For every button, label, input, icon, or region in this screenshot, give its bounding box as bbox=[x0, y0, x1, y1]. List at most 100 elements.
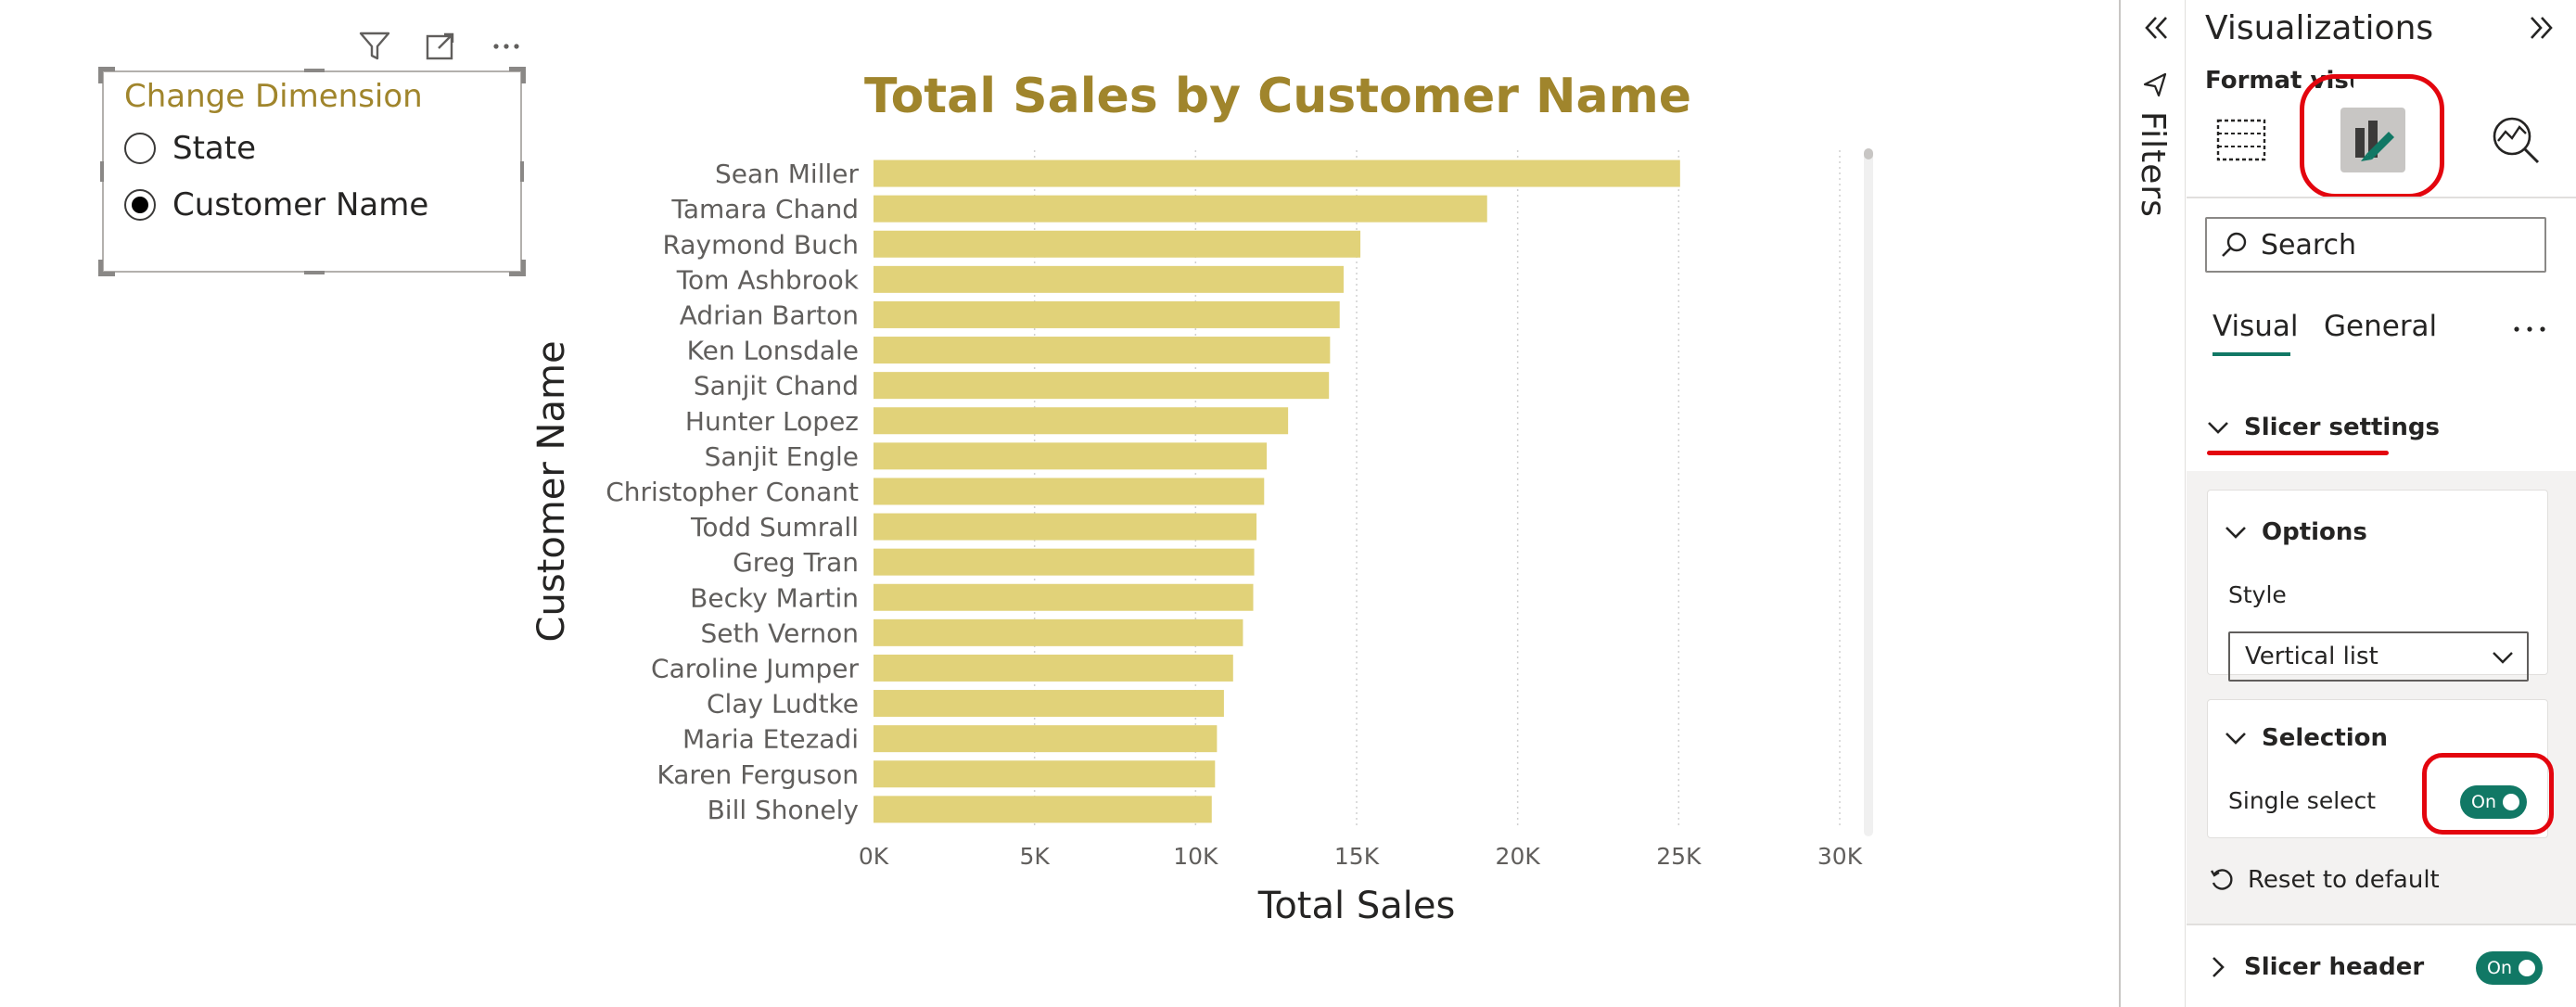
x-tick-label: 5K bbox=[1020, 843, 1051, 870]
y-category-label: Sanjit Engle bbox=[705, 441, 859, 472]
style-dropdown[interactable]: Vertical list bbox=[2228, 631, 2529, 682]
slicer-option-customer-name[interactable]: Customer Name bbox=[124, 186, 428, 223]
slicer-title: Change Dimension bbox=[124, 78, 423, 115]
chevron-down-icon bbox=[2493, 652, 2513, 664]
resize-handle[interactable] bbox=[509, 272, 526, 276]
y-category-label: Tom Ashbrook bbox=[676, 264, 860, 295]
bar[interactable] bbox=[874, 372, 1330, 400]
x-tick-label: 30K bbox=[1817, 843, 1863, 870]
slicer-settings-section[interactable]: Slicer settings bbox=[2205, 414, 2440, 441]
single-select-toggle[interactable]: On bbox=[2460, 785, 2527, 819]
chevron-down-icon bbox=[2208, 422, 2228, 434]
active-tab-indicator bbox=[2213, 352, 2290, 356]
collapse-chevron-icon[interactable] bbox=[2524, 11, 2557, 48]
build-visual-icon[interactable] bbox=[2209, 108, 2274, 172]
visual-header-toolbar bbox=[357, 26, 524, 67]
slicer-header-toggle[interactable]: On bbox=[2476, 951, 2543, 985]
resize-handle[interactable] bbox=[304, 69, 325, 72]
focus-mode-icon[interactable] bbox=[423, 28, 457, 65]
filters-pane-collapsed[interactable]: Filters bbox=[2119, 0, 2186, 1007]
chevron-down-icon bbox=[2225, 527, 2246, 539]
x-tick-label: 25K bbox=[1656, 843, 1702, 870]
y-category-label: Tamara Chand bbox=[670, 194, 859, 224]
selection-section[interactable]: Selection bbox=[2223, 724, 2388, 752]
resize-handle[interactable] bbox=[100, 161, 104, 182]
y-category-label: Hunter Lopez bbox=[685, 406, 859, 437]
search-input[interactable]: Search bbox=[2205, 217, 2546, 273]
resize-handle[interactable] bbox=[98, 67, 115, 71]
section-label: Slicer header bbox=[2244, 953, 2425, 981]
bar[interactable] bbox=[874, 548, 1255, 576]
y-category-label: Caroline Jumper bbox=[651, 653, 859, 683]
bar[interactable] bbox=[874, 265, 1344, 293]
y-category-label: Adrian Barton bbox=[680, 300, 859, 330]
y-category-label: Bill Shonely bbox=[708, 795, 859, 825]
bar[interactable] bbox=[874, 442, 1268, 470]
filter-icon[interactable] bbox=[357, 28, 391, 65]
more-options-icon[interactable] bbox=[490, 28, 524, 65]
bar[interactable] bbox=[874, 654, 1233, 682]
more-options-icon[interactable] bbox=[2511, 315, 2548, 347]
dropdown-value: Vertical list bbox=[2245, 643, 2378, 670]
y-category-label: Sean Miller bbox=[715, 159, 860, 189]
bar[interactable] bbox=[874, 583, 1254, 611]
bar[interactable] bbox=[874, 796, 1212, 823]
options-section[interactable]: Options bbox=[2223, 518, 2367, 546]
radio-button[interactable] bbox=[124, 133, 156, 164]
reset-label: Reset to default bbox=[2248, 866, 2440, 894]
bar[interactable] bbox=[874, 760, 1216, 788]
radio-button-selected[interactable] bbox=[124, 189, 156, 221]
y-category-label: Ken Lonsdale bbox=[687, 336, 859, 366]
filters-label[interactable]: Filters bbox=[2134, 111, 2172, 218]
chevron-right-icon bbox=[2213, 957, 2225, 977]
bar[interactable] bbox=[874, 513, 1257, 541]
resize-handle[interactable] bbox=[520, 161, 524, 182]
y-category-label: Becky Martin bbox=[690, 582, 859, 613]
bar[interactable] bbox=[874, 725, 1218, 753]
resize-handle[interactable] bbox=[509, 67, 526, 71]
resize-handle[interactable] bbox=[521, 260, 526, 276]
bar[interactable] bbox=[874, 230, 1361, 258]
bar-chart[interactable]: 0K 5K 10K 15K 20K 25K 30K Sean Miller Tamara Cha… bbox=[519, 139, 1873, 937]
section-label: Slicer settings bbox=[2244, 414, 2440, 441]
resize-handle[interactable] bbox=[521, 67, 526, 83]
pane-title: Visualizations bbox=[2205, 9, 2434, 47]
slicer-option-label: Customer Name bbox=[172, 186, 429, 223]
options-card: Options Style Vertical list bbox=[2207, 490, 2548, 682]
expand-chevron-icon[interactable] bbox=[2139, 11, 2173, 48]
bar[interactable] bbox=[874, 618, 1243, 646]
y-category-label: Seth Vernon bbox=[701, 618, 859, 648]
bar[interactable] bbox=[874, 159, 1680, 187]
y-category-label: Greg Tran bbox=[733, 547, 859, 578]
resize-handle[interactable] bbox=[304, 271, 325, 274]
reset-to-default-button[interactable]: Reset to default bbox=[2209, 866, 2440, 894]
slicer-option-state[interactable]: State bbox=[124, 130, 256, 167]
resize-handle[interactable] bbox=[98, 272, 115, 276]
tab-visual[interactable]: Visual bbox=[2213, 310, 2299, 343]
y-category-label: Sanjit Chand bbox=[694, 371, 859, 402]
analytics-icon[interactable] bbox=[2483, 108, 2548, 172]
single-select-label: Single select bbox=[2228, 787, 2377, 814]
style-label: Style bbox=[2228, 581, 2287, 608]
y-axis-title: Customer Name bbox=[530, 340, 573, 642]
resize-handle[interactable] bbox=[98, 260, 103, 276]
tab-general[interactable]: General bbox=[2324, 310, 2438, 343]
bar[interactable] bbox=[874, 407, 1289, 435]
toggle-text: On bbox=[2471, 792, 2496, 812]
slicer-header-section[interactable]: Slicer header bbox=[2205, 953, 2424, 981]
slicer-option-label: State bbox=[172, 130, 256, 167]
y-category-label: Todd Sumrall bbox=[690, 512, 859, 542]
bar[interactable] bbox=[874, 690, 1224, 718]
bar[interactable] bbox=[874, 478, 1265, 505]
bar[interactable] bbox=[874, 195, 1487, 223]
bar[interactable] bbox=[874, 300, 1340, 328]
resize-handle[interactable] bbox=[98, 67, 103, 83]
scrollbar-thumb[interactable] bbox=[1864, 148, 1873, 159]
chart-scrollbar[interactable] bbox=[1864, 148, 1873, 836]
slicer-settings-content: Options Style Vertical list Selection Si… bbox=[2187, 471, 2576, 1007]
change-dimension-slicer[interactable]: Change Dimension State Customer Name bbox=[98, 67, 526, 276]
bar[interactable] bbox=[874, 337, 1331, 364]
format-visual-icon[interactable] bbox=[2340, 108, 2405, 172]
search-icon bbox=[2222, 232, 2247, 257]
section-label: Options bbox=[2262, 518, 2367, 546]
